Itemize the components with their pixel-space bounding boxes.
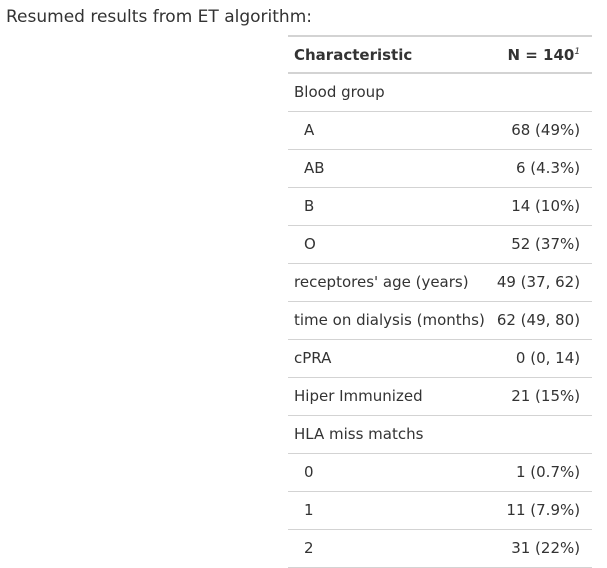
row-value: 21 (15%)	[490, 377, 593, 416]
row-value: 11 (7.9%)	[490, 491, 593, 530]
row-value: 1 (0.7%)	[490, 453, 593, 492]
table-row: Blood group	[288, 73, 593, 112]
row-label: AB	[288, 149, 491, 188]
n-column-header: N = 1401	[490, 35, 593, 74]
table-row: 2 31 (22%)	[288, 529, 593, 568]
footnote-marker: 1	[574, 46, 581, 57]
table-header-row: Characteristic N = 1401	[288, 35, 593, 74]
row-label: O	[288, 225, 491, 264]
row-label: A	[288, 111, 491, 150]
table-row: cPRA 0 (0, 14)	[288, 339, 593, 378]
row-value: 68 (49%)	[490, 111, 593, 150]
row-label: Hiper Immunized	[288, 377, 491, 416]
table-row: A 68 (49%)	[288, 111, 593, 150]
summary-table: Characteristic N = 1401 Blood group A 68 (…	[288, 35, 593, 568]
section-heading: Resumed results from ET algorithm:	[6, 7, 312, 27]
row-value	[490, 73, 593, 112]
table-row: time on dialysis (months) 62 (49, 80)	[288, 301, 593, 340]
row-value: 49 (37, 62)	[490, 263, 593, 302]
row-label: HLA miss matchs	[288, 415, 491, 454]
row-label: Blood group	[288, 73, 491, 112]
row-value	[490, 415, 593, 454]
row-value: 0 (0, 14)	[490, 339, 593, 378]
table-row: HLA miss matchs	[288, 415, 593, 454]
row-label: B	[288, 187, 491, 226]
table-body: Blood group A 68 (49%) AB 6 (4.3%) B 14 (10%) O…	[288, 73, 593, 568]
row-label: cPRA	[288, 339, 491, 378]
row-value: 52 (37%)	[490, 225, 593, 264]
row-label: 2	[288, 529, 491, 568]
row-label: 0	[288, 453, 491, 492]
row-label: time on dialysis (months)	[288, 301, 491, 340]
characteristic-column-header: Characteristic	[288, 35, 491, 74]
row-label: receptores' age (years)	[288, 263, 491, 302]
row-value: 6 (4.3%)	[490, 149, 593, 188]
row-value: 14 (10%)	[490, 187, 593, 226]
table-row: 1 11 (7.9%)	[288, 491, 593, 530]
row-label: 1	[288, 491, 491, 530]
row-value: 62 (49, 80)	[490, 301, 593, 340]
table-row: Hiper Immunized 21 (15%)	[288, 377, 593, 416]
table-row: O 52 (37%)	[288, 225, 593, 264]
n-column-label: N = 140	[507, 45, 575, 64]
table-row: B 14 (10%)	[288, 187, 593, 226]
row-value: 31 (22%)	[490, 529, 593, 568]
table-row: AB 6 (4.3%)	[288, 149, 593, 188]
table-row: receptores' age (years) 49 (37, 62)	[288, 263, 593, 302]
